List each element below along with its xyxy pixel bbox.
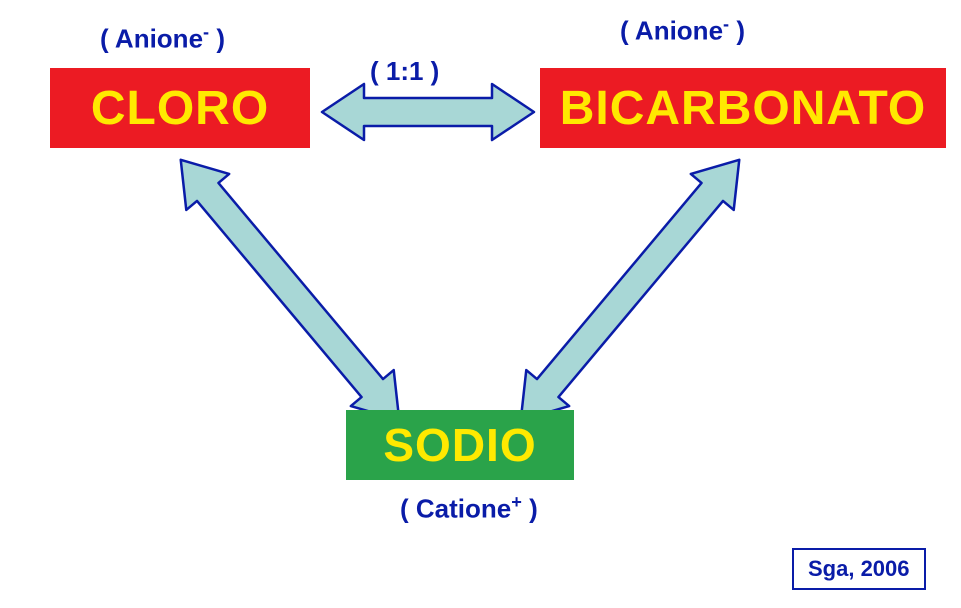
cloro-label: CLORO [91,81,269,136]
anione-left-label: ( Anione- ) [100,22,225,55]
sodio-box: SODIO [346,410,574,480]
arrow-cloro-bicarbonato [322,84,534,140]
bicarbonato-label: BICARBONATO [560,81,927,136]
catione-label: ( Catione+ ) [400,492,538,525]
anione-left-text: Anione [115,24,203,54]
plus-sup: + [511,492,522,512]
anione-right-text: Anione [635,16,723,46]
credit-text: Sga, 2006 [808,556,910,581]
catione-text: Catione [416,494,511,524]
arrow-bicarbonato-sodio [480,150,780,430]
sodio-label: SODIO [383,418,536,472]
ratio-label: ( 1:1 ) [370,56,439,87]
cloro-box: CLORO [50,68,310,148]
minus-sup: - [203,22,209,42]
anione-right-label: ( Anione- ) [620,14,745,47]
bicarbonato-box: BICARBONATO [540,68,946,148]
arrow-cloro-sodio [140,150,440,430]
minus-sup: - [723,14,729,34]
credit-box: Sga, 2006 [792,548,926,590]
